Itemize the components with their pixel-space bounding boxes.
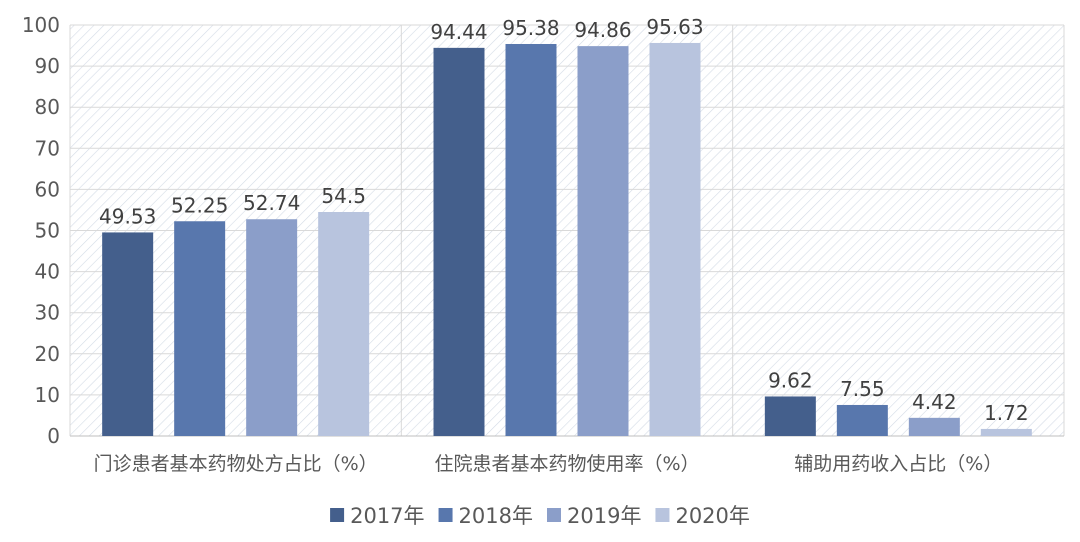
bar-1-2017年: [102, 232, 154, 436]
data-label: 49.53: [99, 204, 156, 228]
data-label: 52.25: [171, 193, 228, 217]
y-tick-label-90: 90: [35, 54, 60, 78]
bar-1-2018年: [174, 221, 226, 436]
bars: [102, 42, 1032, 437]
axes: 0 10 20 30 40 50 60 70 80 90 100 门诊患者基本药物处方占比（%） 住院患…: [22, 13, 1064, 475]
legend-label-2017年: 2017年: [350, 504, 424, 528]
bar-3-2018年: [836, 404, 888, 436]
y-tick-label-70: 70: [35, 136, 60, 160]
y-tick-label-50: 50: [35, 219, 60, 243]
bar-1-2020年: [318, 212, 370, 436]
legend-label-2020年: 2020年: [675, 504, 749, 528]
x-category-label: 辅助用药收入占比（%）: [794, 453, 1002, 475]
bar-3-2020年: [980, 428, 1032, 436]
data-label: 52.74: [243, 191, 300, 215]
legend-label-2019年: 2019年: [567, 504, 641, 528]
y-tick-label-100: 100: [22, 13, 60, 37]
bar-1-2019年: [246, 219, 298, 436]
data-label: 95.63: [646, 15, 703, 39]
bar-3-2017年: [764, 396, 816, 436]
data-label: 4.42: [912, 390, 957, 414]
legend-swatch-2020年: [655, 508, 670, 522]
y-tick-label-40: 40: [35, 260, 60, 284]
bar-2-2020年: [649, 42, 701, 437]
legend-swatch-2019年: [547, 508, 561, 522]
y-tick-label-80: 80: [35, 95, 60, 119]
bar-2-2018年: [505, 43, 557, 437]
data-label: 95.38: [502, 16, 559, 40]
x-category-label: 住院患者基本药物使用率（%）: [434, 453, 699, 475]
bar-2-2019年: [577, 46, 629, 437]
gridlines: [69, 24, 1065, 437]
legend-swatch-2017年: [330, 508, 345, 522]
data-label: 7.55: [840, 377, 885, 401]
legend-label-2018年: 2018年: [459, 504, 533, 528]
x-category-label: 门诊患者基本药物处方占比（%）: [94, 453, 378, 475]
data-label: 94.44: [430, 20, 487, 44]
data-label: 94.86: [574, 18, 631, 42]
bar-2-2017年: [433, 47, 485, 437]
data-labels: 49.53 52.25 52.74 54.5 94.44 95.38 94.86 95.63 9…: [99, 15, 1029, 425]
y-tick-label-0: 0: [47, 424, 60, 448]
y-tick-label-30: 30: [35, 301, 60, 325]
legend-swatch-2018年: [438, 508, 453, 522]
data-label: 1.72: [984, 401, 1029, 425]
y-tick-label-10: 10: [35, 383, 60, 407]
data-label: 54.5: [321, 184, 366, 208]
y-tick-label-20: 20: [35, 342, 60, 366]
data-label: 9.62: [768, 368, 813, 392]
legend: 2017年 2018年 2019年 2020年: [330, 504, 750, 528]
bar-3-2019年: [908, 417, 960, 436]
y-tick-label-60: 60: [35, 177, 60, 201]
